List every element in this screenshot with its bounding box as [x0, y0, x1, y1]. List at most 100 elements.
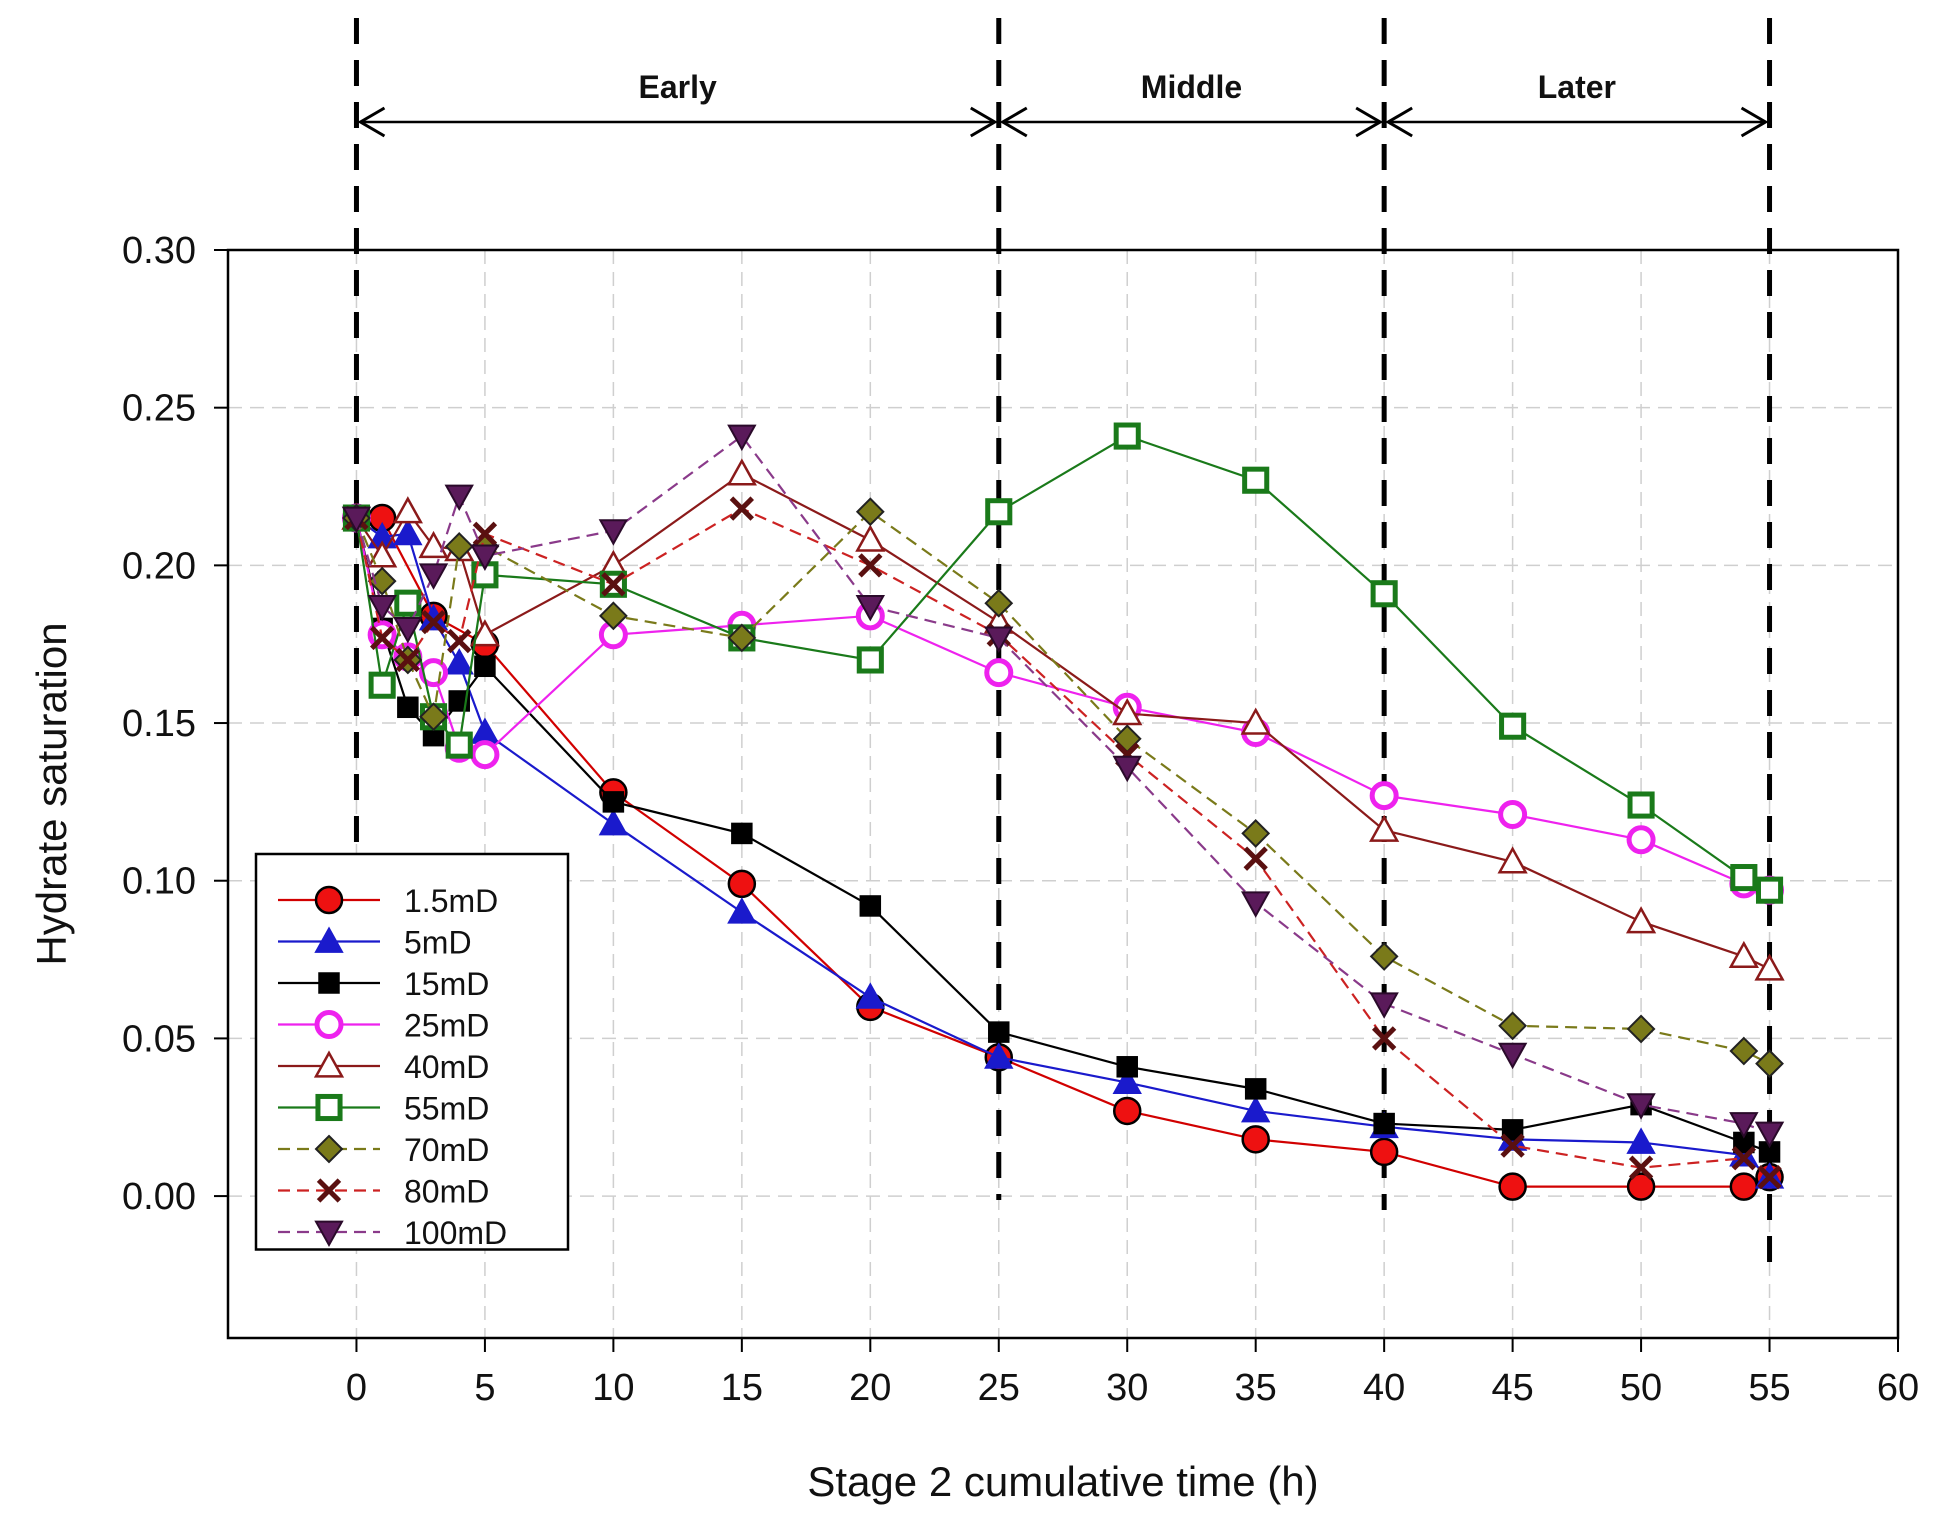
y-tick-label: 0.30: [122, 230, 196, 272]
data-point: [855, 594, 886, 622]
legend-label: 100mD: [404, 1215, 507, 1251]
data-point: [316, 1178, 342, 1203]
x-marker-stroke: [447, 628, 472, 654]
data-point: [856, 646, 884, 674]
legend-item: 80mD: [278, 1174, 489, 1210]
data-point: [1369, 781, 1399, 811]
stage-arrow-head-left: [357, 106, 386, 138]
data-point: [314, 1220, 344, 1248]
data-point: [1369, 992, 1399, 1019]
series-5mD: [341, 502, 1785, 1189]
y-tick-label: 0.00: [122, 1176, 196, 1218]
data-point: [731, 822, 753, 845]
data-point: [418, 563, 449, 590]
legend-label: 55mD: [404, 1091, 489, 1127]
data-point: [444, 484, 474, 512]
data-point: [444, 648, 474, 675]
data-point: [419, 702, 448, 732]
y-tick-label: 0.10: [122, 861, 196, 903]
data-point: [1729, 1036, 1759, 1066]
legend-label: 80mD: [404, 1174, 489, 1210]
data-point: [1498, 1011, 1528, 1041]
legend-label: 15mD: [404, 966, 489, 1002]
axes: 0 5 10 15 20 25 30 35 40 45 50 55 60 0.00 0.05 0.10 0.15…: [122, 230, 1919, 1409]
series-line: [355, 510, 1771, 1065]
legend-label: 40mD: [404, 1049, 489, 1085]
x-tick-label: 0: [346, 1367, 367, 1409]
legend-item: 25mD: [278, 1008, 489, 1044]
x-marker-stroke: [1731, 1146, 1757, 1171]
data-point: [598, 601, 628, 631]
x-tick-label: 20: [849, 1367, 891, 1409]
x-marker-stroke: [421, 609, 446, 635]
data-point: [1240, 1095, 1271, 1123]
data-point: [1626, 1093, 1656, 1120]
data-point: [727, 623, 757, 653]
data-point: [341, 506, 372, 534]
data-point: [470, 740, 500, 770]
legend: 1.5mD 5mD 15mD 25mD 40mD 55mD 70mD 80mD 100mD: [254, 852, 570, 1251]
data-point: [1244, 1078, 1267, 1100]
data-point: [367, 594, 397, 622]
x-tick-label: 5: [474, 1367, 495, 1409]
data-point: [1501, 1119, 1524, 1141]
x-tick-label: 30: [1106, 1367, 1148, 1409]
data-point: [1755, 876, 1784, 904]
data-point: [1627, 791, 1655, 819]
legend-item: 5mD: [278, 925, 472, 961]
series-line: [355, 434, 1771, 892]
data-point: [859, 895, 882, 917]
data-point: [393, 617, 423, 644]
y-tick-label: 0.25: [122, 388, 196, 430]
data-point: [988, 1021, 1010, 1043]
legend-label: 70mD: [404, 1132, 489, 1168]
data-point: [1626, 1014, 1656, 1044]
stage-arrow-head-right: [1355, 106, 1384, 138]
data-point: [1757, 1164, 1782, 1190]
data-point: [472, 521, 498, 546]
data-point: [1242, 466, 1270, 494]
data-point: [1730, 864, 1758, 892]
stage-arrow-head-right: [1740, 106, 1769, 138]
data-point: [1112, 755, 1142, 783]
x-tick-label: 25: [978, 1367, 1020, 1409]
data-point: [315, 1093, 343, 1122]
stage-arrow-head-right: [970, 106, 998, 138]
legend-label: 1.5mD: [404, 883, 498, 919]
data-point: [1369, 941, 1399, 971]
x-marker-stroke: [1757, 1164, 1782, 1190]
data-point: [598, 808, 629, 836]
x-marker-stroke: [1243, 846, 1268, 871]
y-tick-label: 0.05: [122, 1018, 196, 1060]
y-tick-label: 0.15: [122, 703, 196, 745]
legend-label: 5mD: [404, 925, 472, 961]
data-point: [1241, 1125, 1270, 1154]
data-point: [858, 553, 883, 578]
data-point: [1112, 1067, 1142, 1094]
x-marker-stroke: [316, 1178, 342, 1203]
x-tick-label: 10: [592, 1367, 634, 1409]
data-point: [318, 972, 340, 994]
data-point: [1499, 712, 1527, 740]
data-point: [598, 519, 629, 546]
data-point: [314, 926, 344, 953]
data-point: [855, 982, 886, 1009]
data-point: [984, 658, 1014, 688]
data-point: [1112, 1096, 1142, 1126]
data-point: [314, 1134, 344, 1164]
x-marker-stroke: [369, 625, 395, 651]
x-marker-stroke: [601, 572, 626, 597]
x-axis-title: Stage 2 cumulative time (h): [807, 1458, 1318, 1505]
y-axis-title: Hydrate saturation: [28, 622, 75, 965]
y-tick-label: 0.20: [122, 545, 196, 587]
data-point: [1498, 1172, 1527, 1201]
data-point: [469, 619, 501, 647]
data-point: [1754, 1121, 1785, 1149]
plot-frame: [226, 248, 1900, 1340]
data-point: [368, 671, 396, 699]
data-point: [729, 496, 755, 521]
stage-label: Middle: [1141, 69, 1242, 105]
data-point: [1754, 953, 1785, 981]
